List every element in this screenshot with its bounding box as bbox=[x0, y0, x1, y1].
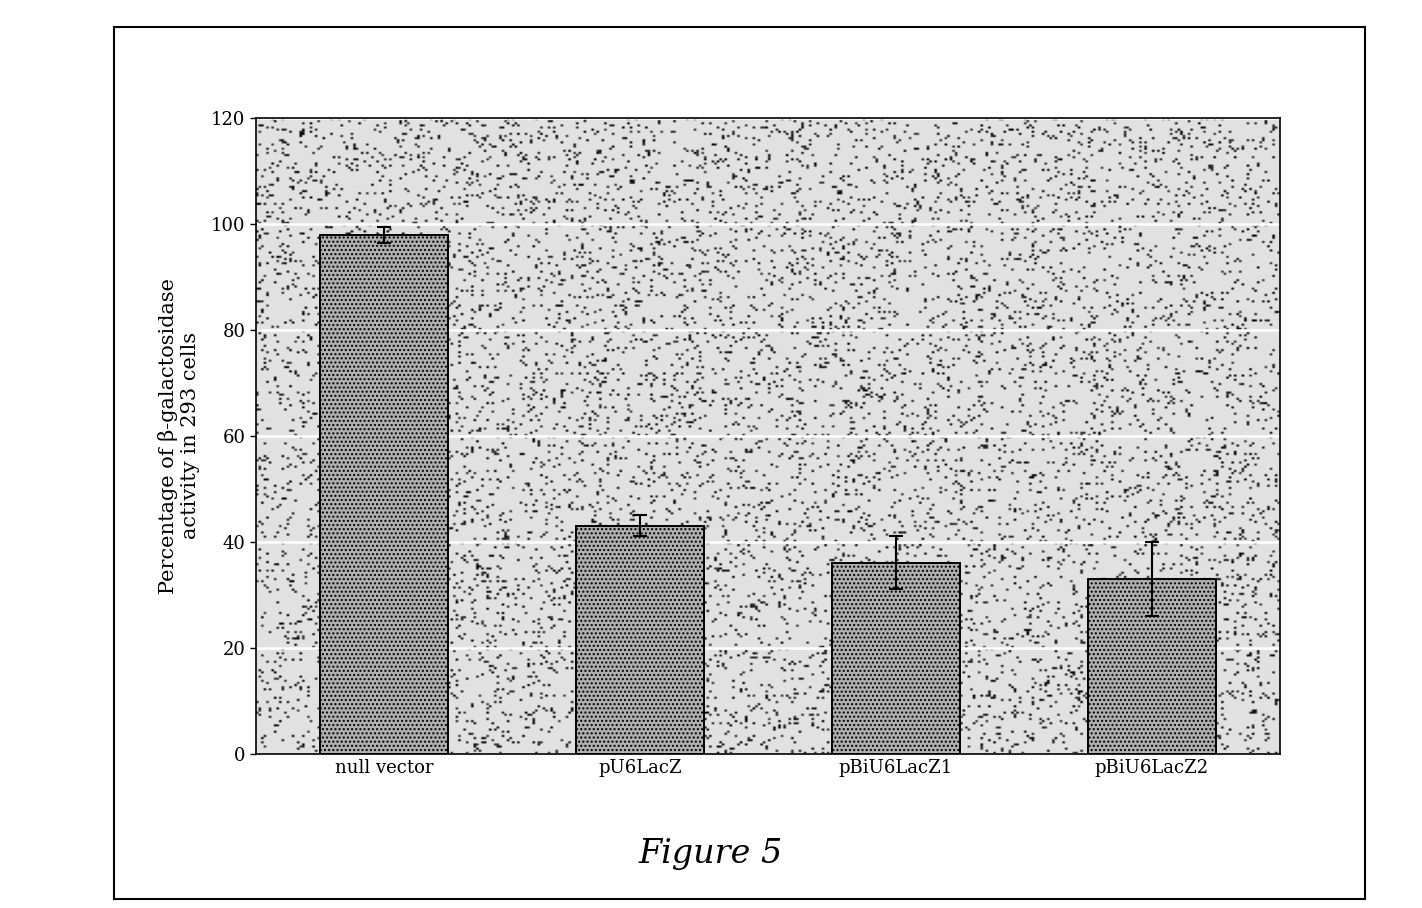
Bar bbox=[320, 234, 448, 754]
Text: Figure 5: Figure 5 bbox=[638, 837, 784, 870]
Bar bbox=[576, 526, 704, 754]
Bar bbox=[576, 526, 704, 754]
Bar bbox=[1088, 579, 1216, 754]
Bar bbox=[1088, 579, 1216, 754]
Bar bbox=[832, 563, 960, 754]
Y-axis label: Percentage of β-galactosidase
activity in 293 cells: Percentage of β-galactosidase activity i… bbox=[158, 278, 201, 594]
Bar bbox=[832, 563, 960, 754]
Bar bbox=[320, 234, 448, 754]
